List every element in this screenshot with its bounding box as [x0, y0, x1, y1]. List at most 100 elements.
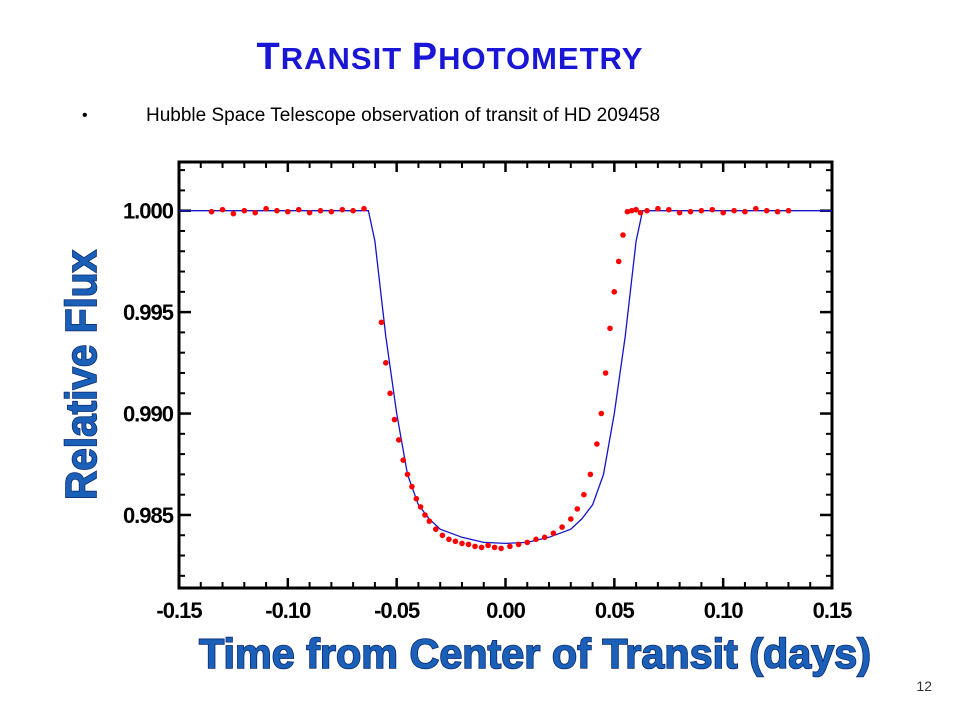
model-curve-layer [179, 210, 832, 545]
data-point [676, 209, 683, 216]
y-tick-label: 0.990 [123, 402, 174, 427]
data-point [306, 209, 313, 216]
data-points-layer [208, 205, 792, 552]
data-point [378, 319, 385, 326]
data-point [611, 289, 618, 295]
data-point [515, 541, 522, 548]
data-point [774, 208, 781, 215]
data-point [644, 207, 650, 214]
title-word-1-rest: RANSIT [280, 41, 403, 76]
data-point [574, 506, 581, 512]
data-point [350, 207, 356, 214]
title-initial-2: P [411, 36, 439, 78]
data-point [533, 536, 539, 543]
data-point [409, 483, 415, 490]
data-point [263, 205, 269, 212]
x-tick-label: 0.15 [813, 598, 853, 623]
data-point [550, 530, 557, 536]
data-point [361, 205, 367, 212]
data-point [295, 206, 302, 213]
data-point [720, 209, 726, 216]
data-point [541, 534, 548, 541]
data-point [417, 504, 424, 510]
data-point [615, 258, 622, 265]
title-word-2-rest: HOTOMETRY [438, 41, 644, 76]
y-axis-title: Relative Flux [57, 250, 106, 500]
data-point [219, 206, 226, 213]
data-point [252, 209, 258, 216]
data-point [587, 471, 594, 478]
data-point [637, 209, 644, 216]
data-point [404, 471, 411, 478]
axis-ticks [177, 162, 834, 588]
y-tick-label: 1.000 [123, 199, 174, 224]
data-point [731, 207, 737, 214]
data-point [628, 207, 635, 214]
data-point [426, 518, 433, 524]
data-point [485, 542, 491, 549]
data-point [687, 208, 694, 215]
data-point [339, 206, 346, 213]
bullet-item: • Hubble Space Telescope observation of … [82, 104, 660, 128]
data-point [422, 512, 428, 518]
data-point [446, 536, 452, 543]
data-point [400, 457, 407, 464]
data-point [698, 207, 705, 214]
data-point [413, 495, 420, 502]
data-point [568, 516, 574, 522]
title-initial-1: T [256, 36, 281, 78]
data-point [230, 210, 237, 217]
data-point [465, 541, 472, 548]
data-point [709, 206, 716, 213]
x-axis-title: Time from Center of Transit (days) [199, 630, 871, 677]
data-point [459, 540, 465, 547]
slide-title: TRANSIT PHOTOMETRY [0, 36, 900, 79]
plot-frame [177, 160, 834, 590]
data-point [452, 538, 459, 545]
data-point [396, 437, 402, 443]
data-point [383, 360, 389, 366]
y-tick-label: 0.995 [123, 300, 174, 325]
bullet-text: Hubble Space Telescope observation of tr… [146, 105, 661, 126]
data-point [594, 441, 600, 447]
data-point [655, 205, 661, 212]
data-point [742, 208, 748, 215]
data-point [598, 410, 605, 417]
data-point [607, 325, 613, 332]
tick-labels-layer: -0.15 -0.10 -0.05 0.00 0.05 0.10 0.15 1.000 0.99… [123, 199, 853, 623]
page-number: 12 [916, 678, 932, 694]
data-point [666, 206, 672, 213]
data-point [491, 544, 498, 551]
y-tick-label: 0.985 [123, 503, 174, 528]
data-point [633, 206, 639, 213]
data-point [498, 545, 504, 552]
x-tick-label: 0.05 [595, 598, 635, 623]
data-point [387, 390, 393, 397]
data-point [785, 207, 792, 214]
data-point [524, 539, 531, 546]
x-tick-label: -0.05 [374, 598, 420, 623]
x-tick-label: 0.10 [704, 598, 744, 623]
data-point [439, 532, 446, 539]
data-point [507, 543, 513, 550]
data-point [285, 208, 291, 215]
data-point [602, 370, 609, 376]
data-point [274, 207, 280, 214]
data-point [208, 208, 215, 215]
data-point [241, 207, 248, 214]
model-curve-line [179, 210, 832, 545]
data-point [478, 544, 485, 551]
data-point [753, 205, 759, 212]
data-point [472, 543, 478, 550]
data-point [559, 524, 565, 530]
x-tick-label: -0.10 [265, 598, 311, 623]
data-point [763, 207, 770, 214]
data-point [317, 207, 324, 214]
data-point [433, 526, 439, 532]
x-tick-label: -0.15 [156, 598, 202, 623]
data-point [624, 208, 631, 215]
data-point [581, 491, 587, 498]
x-tick-label: 0.00 [486, 598, 526, 623]
